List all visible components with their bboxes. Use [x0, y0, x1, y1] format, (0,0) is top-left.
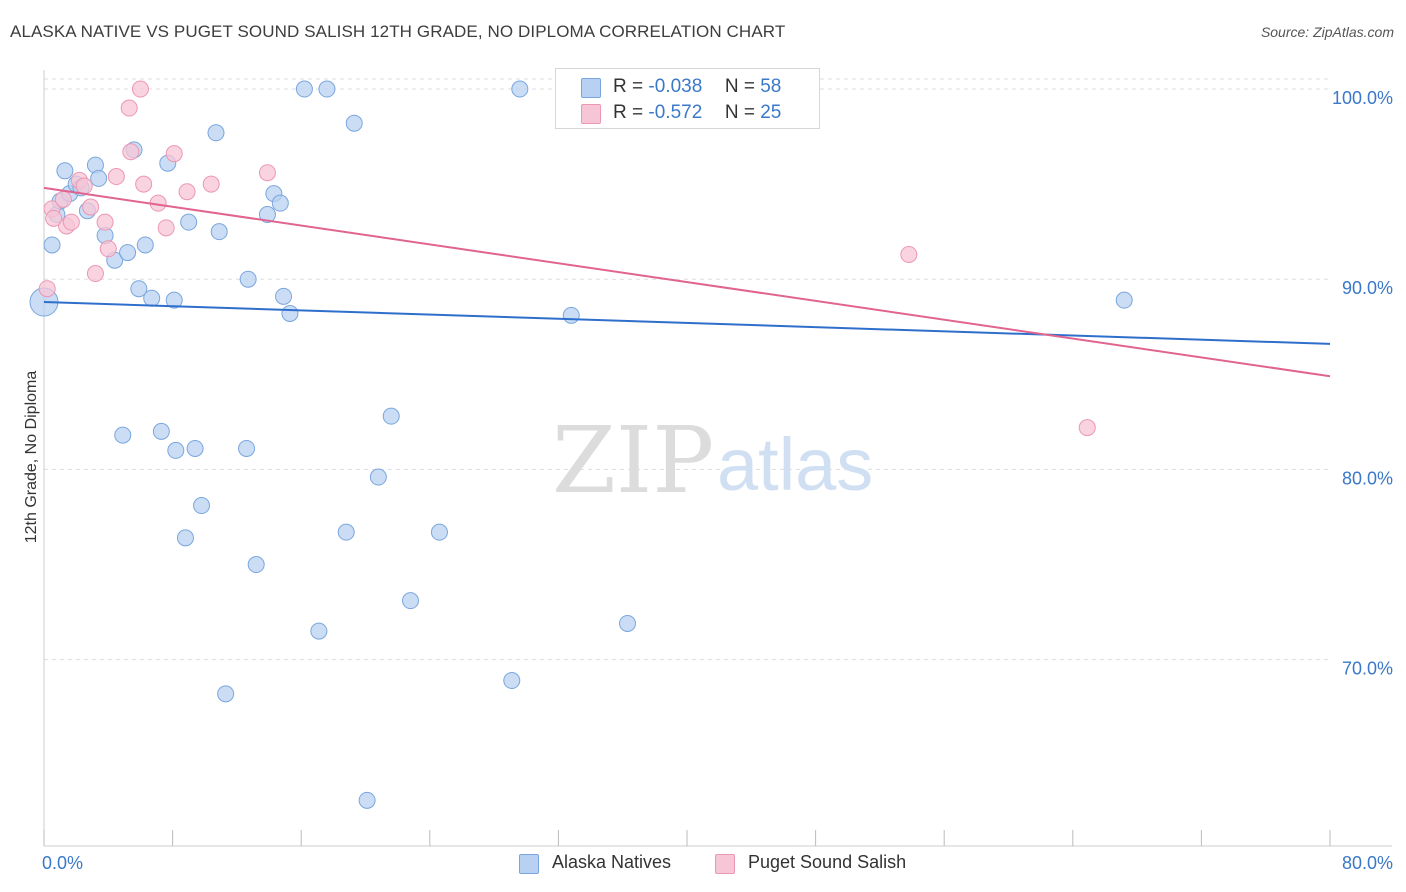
point-alaska-natives	[271, 194, 289, 212]
point-puget-sound-salish	[38, 280, 56, 298]
point-alaska-natives	[503, 672, 521, 690]
point-alaska-natives	[295, 80, 313, 98]
data-points	[29, 80, 1133, 809]
point-puget-sound-salish	[135, 175, 153, 193]
legend-n-value: 25	[760, 102, 782, 123]
point-alaska-natives	[337, 523, 355, 541]
point-alaska-natives	[143, 289, 161, 307]
point-alaska-natives	[345, 114, 363, 132]
bottom-legend-swatch-blue	[519, 854, 539, 874]
point-alaska-natives	[186, 439, 204, 457]
bottom-legend-swatch-pink	[715, 854, 735, 874]
point-alaska-natives	[275, 287, 293, 305]
point-puget-sound-salish	[75, 177, 93, 195]
point-puget-sound-salish	[178, 183, 196, 201]
point-puget-sound-salish	[45, 209, 63, 227]
watermark-zip: ZIP	[552, 407, 714, 514]
point-puget-sound-salish	[165, 145, 183, 163]
y-tick-label: 100.0%	[1332, 88, 1393, 108]
point-alaska-natives	[1115, 291, 1133, 309]
chart-title: ALASKA NATIVE VS PUGET SOUND SALISH 12TH…	[10, 22, 786, 41]
gridlines	[44, 78, 1330, 661]
point-puget-sound-salish	[157, 219, 175, 237]
point-alaska-natives	[247, 556, 265, 574]
point-alaska-natives	[239, 270, 257, 288]
y-tick-label: 70.0%	[1342, 659, 1393, 679]
point-puget-sound-salish	[62, 213, 80, 231]
source-label: Source: ZipAtlas.com	[1260, 24, 1394, 40]
point-alaska-natives	[56, 162, 74, 180]
y-tick-label: 80.0%	[1342, 468, 1393, 488]
point-puget-sound-salish	[96, 213, 114, 231]
legend-swatch-pink	[581, 104, 601, 124]
point-alaska-natives	[511, 80, 529, 98]
point-alaska-natives	[165, 291, 183, 309]
point-alaska-natives	[358, 791, 376, 809]
point-puget-sound-salish	[202, 175, 220, 193]
point-puget-sound-salish	[86, 265, 104, 283]
legend-r-value: -0.572	[648, 102, 703, 123]
point-alaska-natives	[130, 280, 148, 298]
legend-n-label: N =	[724, 102, 755, 123]
point-alaska-natives	[382, 407, 400, 425]
stats-legend: R = -0.038 N = 58 R = -0.572 N = 25	[555, 68, 820, 129]
point-alaska-natives	[114, 426, 132, 444]
legend-n-label: N =	[724, 76, 755, 97]
point-puget-sound-salish	[1078, 419, 1096, 437]
point-puget-sound-salish	[54, 190, 72, 208]
point-alaska-natives	[180, 213, 198, 231]
point-alaska-natives	[402, 592, 420, 610]
watermark-atlas: atlas	[717, 423, 873, 506]
legend-swatch-blue	[581, 78, 601, 98]
point-puget-sound-salish	[131, 80, 149, 98]
legend-r-value: -0.038	[648, 76, 703, 97]
point-alaska-natives	[210, 223, 228, 241]
point-alaska-natives	[136, 236, 154, 254]
trend-line-alaska-natives	[43, 301, 1331, 345]
point-alaska-natives	[281, 304, 299, 322]
point-alaska-natives	[430, 523, 448, 541]
point-alaska-natives	[167, 441, 185, 459]
point-alaska-natives	[562, 306, 580, 324]
point-puget-sound-salish	[258, 164, 276, 182]
watermark: ZIP atlas	[552, 407, 873, 514]
trend-line-puget-sound-salish	[43, 186, 1331, 378]
point-puget-sound-salish	[82, 198, 100, 216]
point-alaska-natives	[310, 622, 328, 640]
point-puget-sound-salish	[900, 245, 918, 263]
point-puget-sound-salish	[120, 99, 138, 117]
point-alaska-natives	[176, 529, 194, 547]
x-tick-label: 0.0%	[42, 853, 83, 873]
point-alaska-natives	[90, 169, 108, 187]
x-tick-label: 80.0%	[1342, 853, 1393, 873]
legend-n-value: 58	[760, 76, 782, 97]
point-alaska-natives	[207, 124, 225, 142]
point-puget-sound-salish	[122, 143, 140, 161]
point-alaska-natives	[119, 244, 137, 262]
point-alaska-natives	[238, 439, 256, 457]
point-puget-sound-salish	[107, 168, 125, 186]
point-alaska-natives	[217, 685, 235, 703]
bottom-legend-label: Puget Sound Salish	[748, 852, 907, 872]
legend-r-label: R =	[613, 76, 644, 97]
bottom-legend-label: Alaska Natives	[552, 852, 672, 872]
legend-r-label: R =	[613, 102, 644, 123]
point-alaska-natives	[258, 206, 276, 224]
point-alaska-natives	[369, 468, 387, 486]
point-alaska-natives	[193, 497, 211, 515]
point-puget-sound-salish	[99, 240, 117, 258]
trend-lines	[43, 186, 1331, 378]
tick-labels: 70.0% 80.0% 90.0% 100.0% 0.0% 80.0%	[42, 88, 1393, 873]
point-alaska-natives	[619, 614, 637, 632]
point-alaska-natives	[43, 236, 61, 254]
point-alaska-natives	[152, 422, 170, 440]
point-alaska-natives	[318, 80, 336, 98]
y-tick-label: 90.0%	[1342, 278, 1393, 298]
axes	[43, 70, 1392, 847]
